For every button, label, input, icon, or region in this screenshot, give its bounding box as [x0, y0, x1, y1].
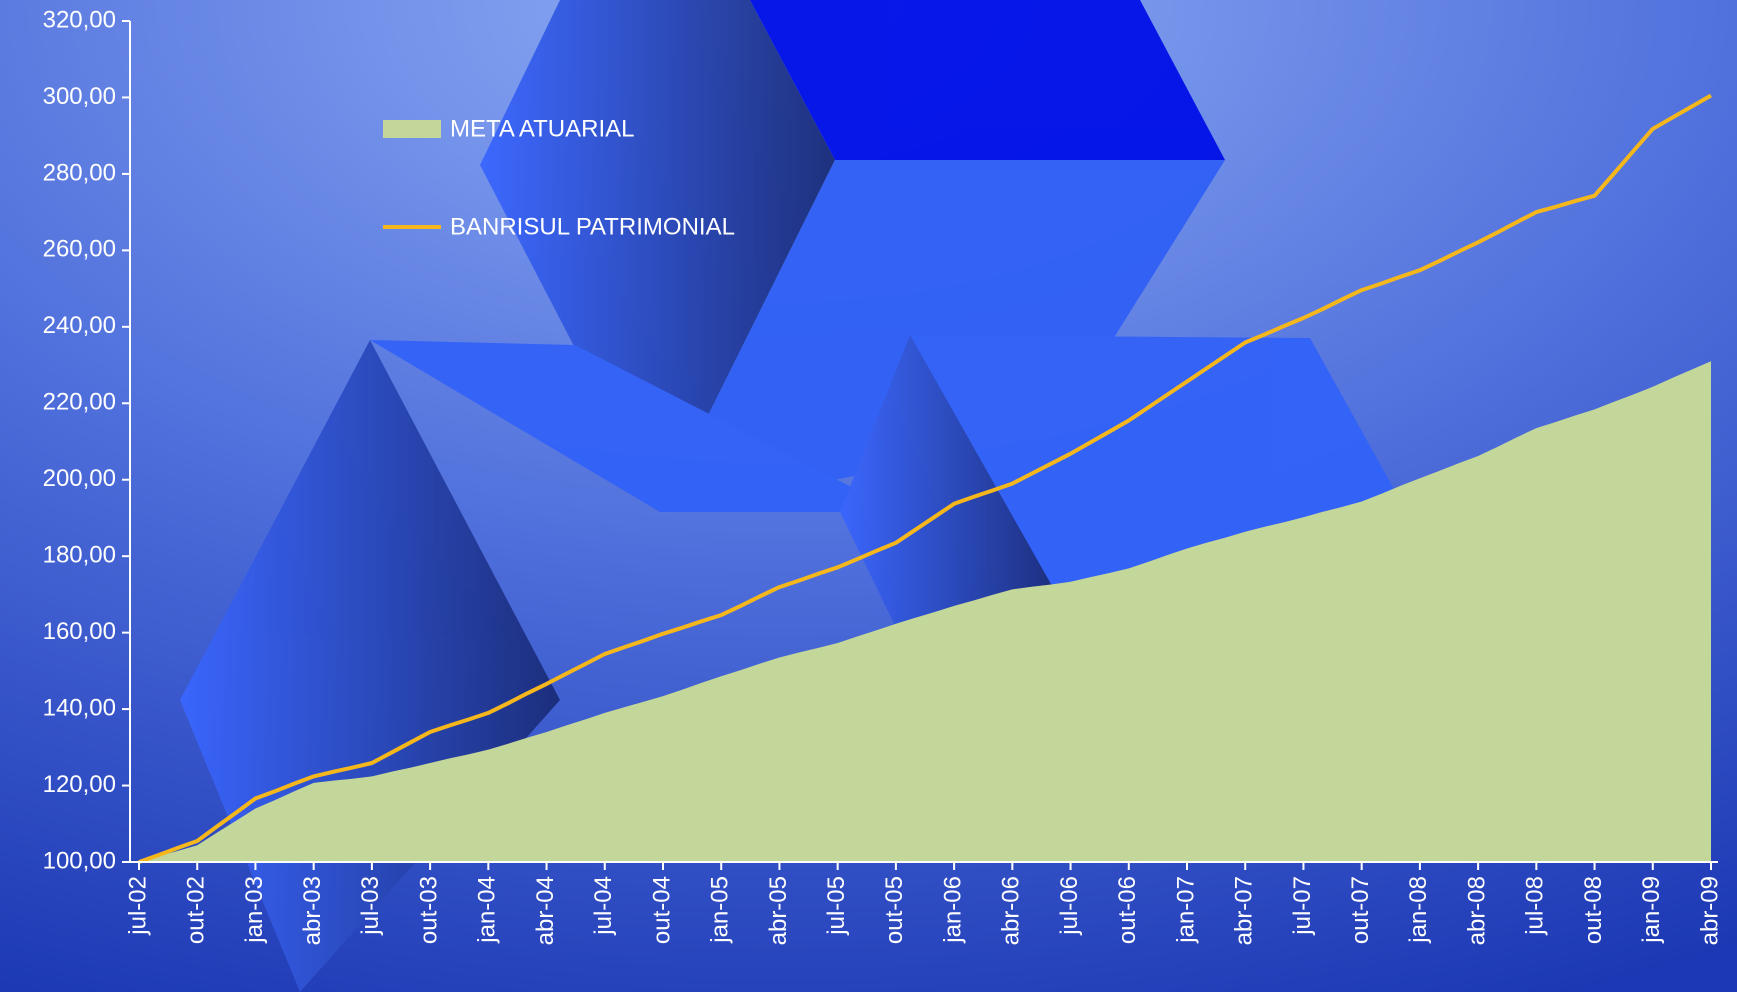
y-tick-label: 240,00 — [43, 312, 116, 339]
x-tick-label: abr-07 — [1231, 876, 1258, 945]
x-tick-label: out-05 — [881, 876, 908, 944]
x-tick-label: jul-02 — [124, 876, 151, 936]
x-tick-label: abr-08 — [1463, 876, 1490, 945]
y-tick-label: 280,00 — [43, 159, 116, 186]
legend-label: BANRISUL PATRIMONIAL — [450, 213, 735, 240]
y-tick-label: 140,00 — [43, 694, 116, 721]
x-tick-label: jul-06 — [1056, 876, 1083, 936]
x-tick-label: out-04 — [648, 876, 675, 944]
x-tick-label: jan-08 — [1405, 876, 1432, 944]
x-tick-label: jul-08 — [1522, 876, 1549, 936]
legend-swatch — [383, 120, 441, 138]
legend-label: META ATUARIAL — [450, 115, 635, 142]
x-tick-label: jul-03 — [357, 876, 384, 936]
x-tick-label: jul-07 — [1289, 876, 1316, 936]
x-tick-label: out-08 — [1580, 876, 1607, 944]
x-tick-label: jul-04 — [590, 876, 617, 936]
x-tick-label: abr-05 — [765, 876, 792, 945]
y-tick-label: 160,00 — [43, 618, 116, 645]
x-tick-label: out-07 — [1347, 876, 1374, 944]
chart: 100,00 120,00 140,00 160,00 180,00 200,00 220,… — [0, 0, 1737, 992]
y-tick-label: 200,00 — [43, 465, 116, 492]
y-tick-label: 100,00 — [43, 847, 116, 874]
x-tick-label: abr-04 — [532, 876, 559, 945]
y-tick-label: 120,00 — [43, 771, 116, 798]
x-tick-label: abr-03 — [299, 876, 326, 945]
y-tick-label: 300,00 — [43, 83, 116, 110]
x-tick-label: jul-05 — [823, 876, 850, 936]
y-tick-label: 220,00 — [43, 389, 116, 416]
x-tick-label: out-03 — [415, 876, 442, 944]
x-tick-label: abr-06 — [998, 876, 1025, 945]
x-tick-label: jan-09 — [1638, 876, 1665, 944]
x-tick-label: out-02 — [183, 876, 210, 944]
x-tick-label: jan-03 — [241, 876, 268, 944]
y-tick-label: 260,00 — [43, 236, 116, 263]
x-tick-label: out-06 — [1114, 876, 1141, 944]
x-tick-label: jan-06 — [939, 876, 966, 944]
y-tick-label: 320,00 — [43, 6, 116, 33]
y-tick-label: 180,00 — [43, 542, 116, 569]
x-tick-label: jan-05 — [707, 876, 734, 944]
x-tick-label: jan-04 — [474, 876, 501, 944]
x-tick-label: abr-09 — [1696, 876, 1723, 945]
x-tick-label: jan-07 — [1172, 876, 1199, 944]
